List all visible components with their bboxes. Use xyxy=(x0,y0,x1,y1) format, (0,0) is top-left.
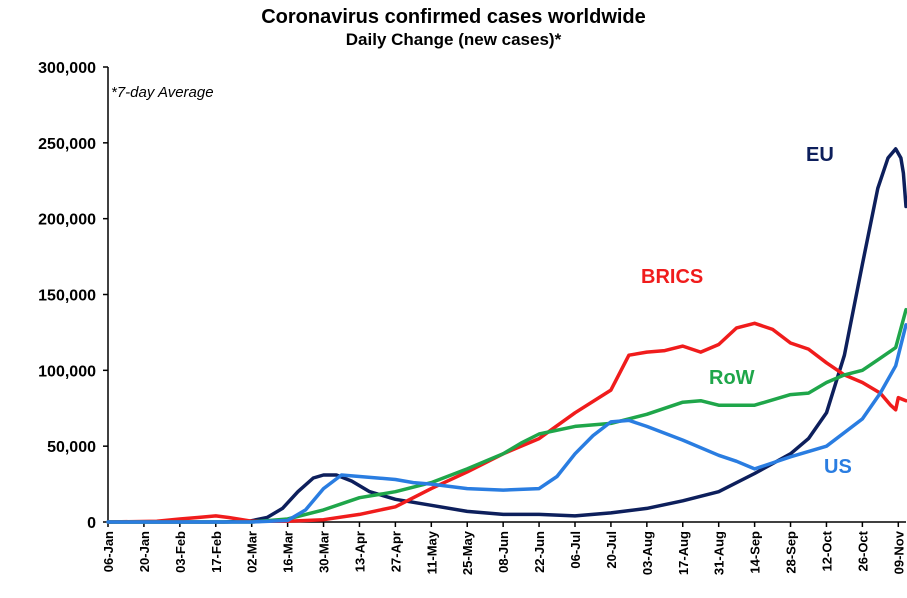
y-tick-label: 250,000 xyxy=(38,136,96,153)
x-tick-label: 20-Jul xyxy=(604,531,619,569)
x-tick-label: 08-Jun xyxy=(496,531,511,573)
x-tick-label: 27-Apr xyxy=(388,531,403,572)
y-tick-label: 200,000 xyxy=(38,212,96,229)
x-tick-label: 03-Aug xyxy=(640,531,655,575)
x-tick-label: 03-Feb xyxy=(173,531,188,573)
x-tick-label: 06-Jul xyxy=(568,531,583,569)
x-tick-label: 11-May xyxy=(424,530,439,574)
x-tick-label: 17-Aug xyxy=(676,531,691,575)
x-tick-label: 22-Jun xyxy=(532,531,547,573)
x-tick-label: 02-Mar xyxy=(245,531,260,573)
y-tick-label: 150,000 xyxy=(38,288,96,305)
series-label-eu: EU xyxy=(806,144,834,166)
x-tick-label: 14-Sep xyxy=(748,531,763,574)
axes: 0 50,000 100,000 150,000 200,000 250,000 300,0… xyxy=(38,60,906,575)
x-tick-label: 09-Nov xyxy=(891,530,906,574)
series-lines xyxy=(106,147,907,524)
x-tick-label: 12-Oct xyxy=(819,530,834,571)
x-tick-label: 20-Jan xyxy=(137,531,152,572)
series-line-us xyxy=(106,323,907,524)
x-tick-label: 16-Mar xyxy=(281,531,296,573)
x-tick-label: 31-Aug xyxy=(712,531,727,575)
average-note: *7-day Average xyxy=(111,84,214,101)
y-tick-label: 0 xyxy=(87,515,96,532)
y-tick-label: 300,000 xyxy=(38,60,96,77)
series-label-us: US xyxy=(824,456,852,478)
chart-subtitle: Daily Change (new cases)* xyxy=(345,30,562,49)
x-tick-label: 30-Mar xyxy=(317,531,332,573)
x-tick-label: 13-Apr xyxy=(352,531,367,572)
x-tick-label: 06-Jan xyxy=(101,531,116,572)
chart-title: Coronavirus confirmed cases worldwide xyxy=(261,6,646,28)
y-tick-label: 100,000 xyxy=(38,363,96,380)
y-tick-label: 50,000 xyxy=(47,439,96,456)
series-line-brics xyxy=(106,321,907,524)
series-labels: EU BRICS RoW US xyxy=(641,144,852,478)
x-tick-label: 26-Oct xyxy=(855,530,870,571)
x-tick-label: 17-Feb xyxy=(209,531,224,573)
series-label-brics: BRICS xyxy=(641,266,703,288)
series-label-row: RoW xyxy=(709,367,755,389)
series-line-eu xyxy=(106,147,907,524)
x-tick-label: 25-May xyxy=(460,530,475,575)
x-tick-label: 28-Sep xyxy=(784,531,799,574)
